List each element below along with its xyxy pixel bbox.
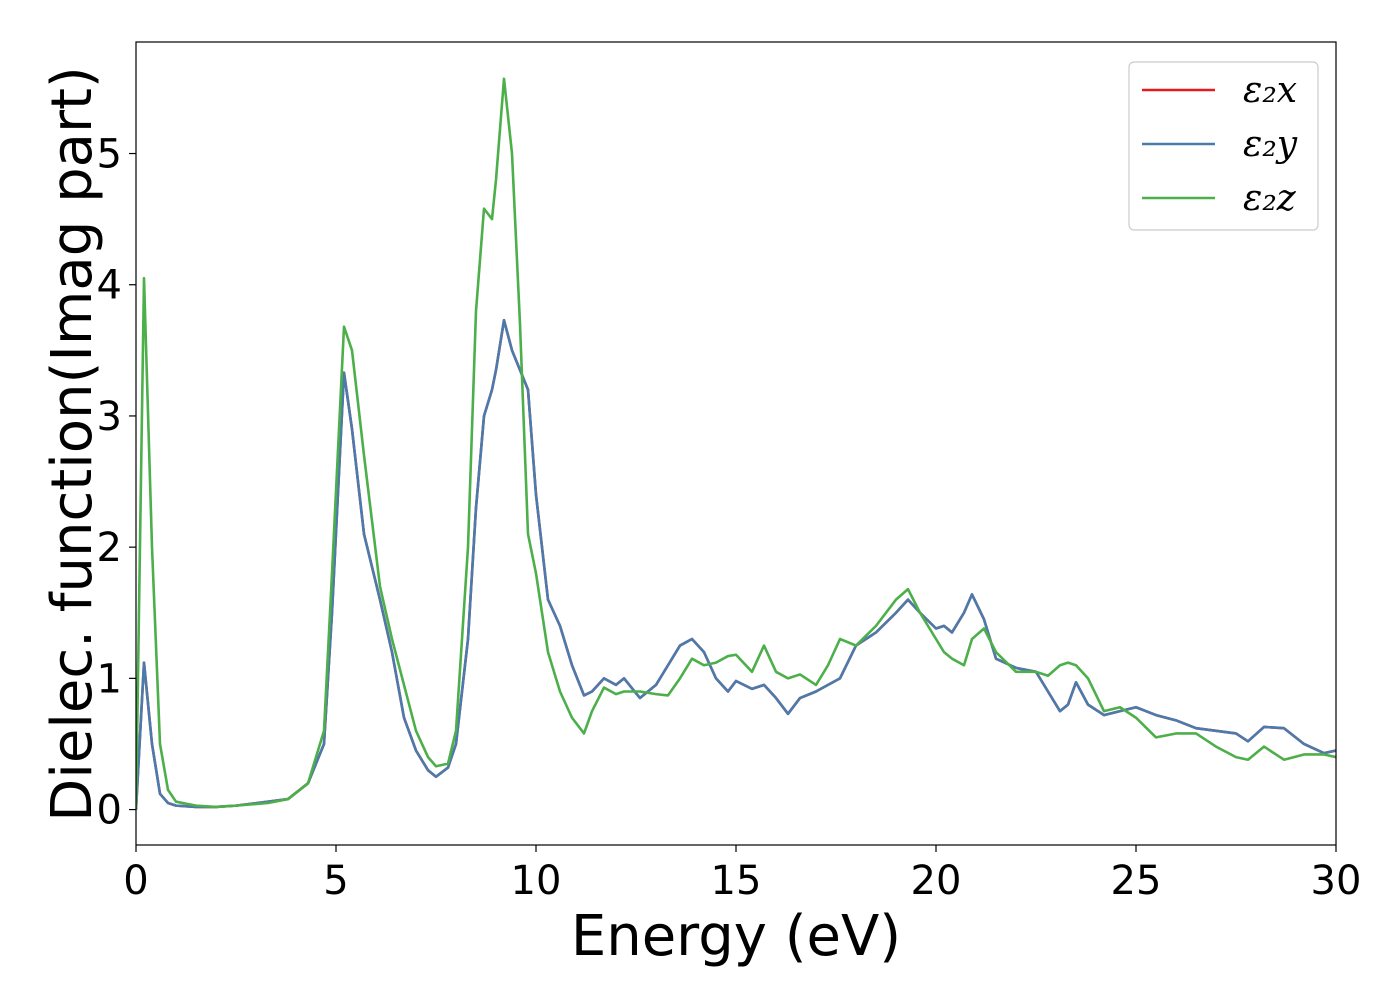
y-axis-label: Dielec. function(Imag part): [40, 66, 105, 822]
y-tick-label: 2: [97, 525, 122, 571]
y-tick-label: 0: [97, 788, 122, 834]
x-tick-label: 25: [1111, 858, 1162, 904]
legend-label: ε₂x: [1243, 70, 1297, 111]
data-line: [136, 77, 1336, 810]
y-tick-label: 1: [97, 656, 122, 702]
legend-box: [1128, 61, 1319, 231]
data-line: [136, 318, 1336, 810]
y-tick-label: 3: [97, 394, 122, 440]
x-tick-label: 15: [711, 858, 762, 904]
x-tick-label: 5: [323, 858, 348, 904]
x-tick-label: 30: [1311, 858, 1362, 904]
y-tick-label: 4: [97, 263, 122, 309]
y-tick-label: 5: [97, 132, 122, 178]
x-tick-label: 10: [511, 858, 562, 904]
plot-frame: [135, 41, 1337, 846]
legend-label: ε₂z: [1243, 178, 1297, 219]
x-tick-label: 20: [911, 858, 962, 904]
x-tick-label: 0: [123, 858, 148, 904]
legend-label: ε₂y: [1243, 124, 1298, 165]
x-axis-label: Energy (eV): [571, 904, 901, 969]
